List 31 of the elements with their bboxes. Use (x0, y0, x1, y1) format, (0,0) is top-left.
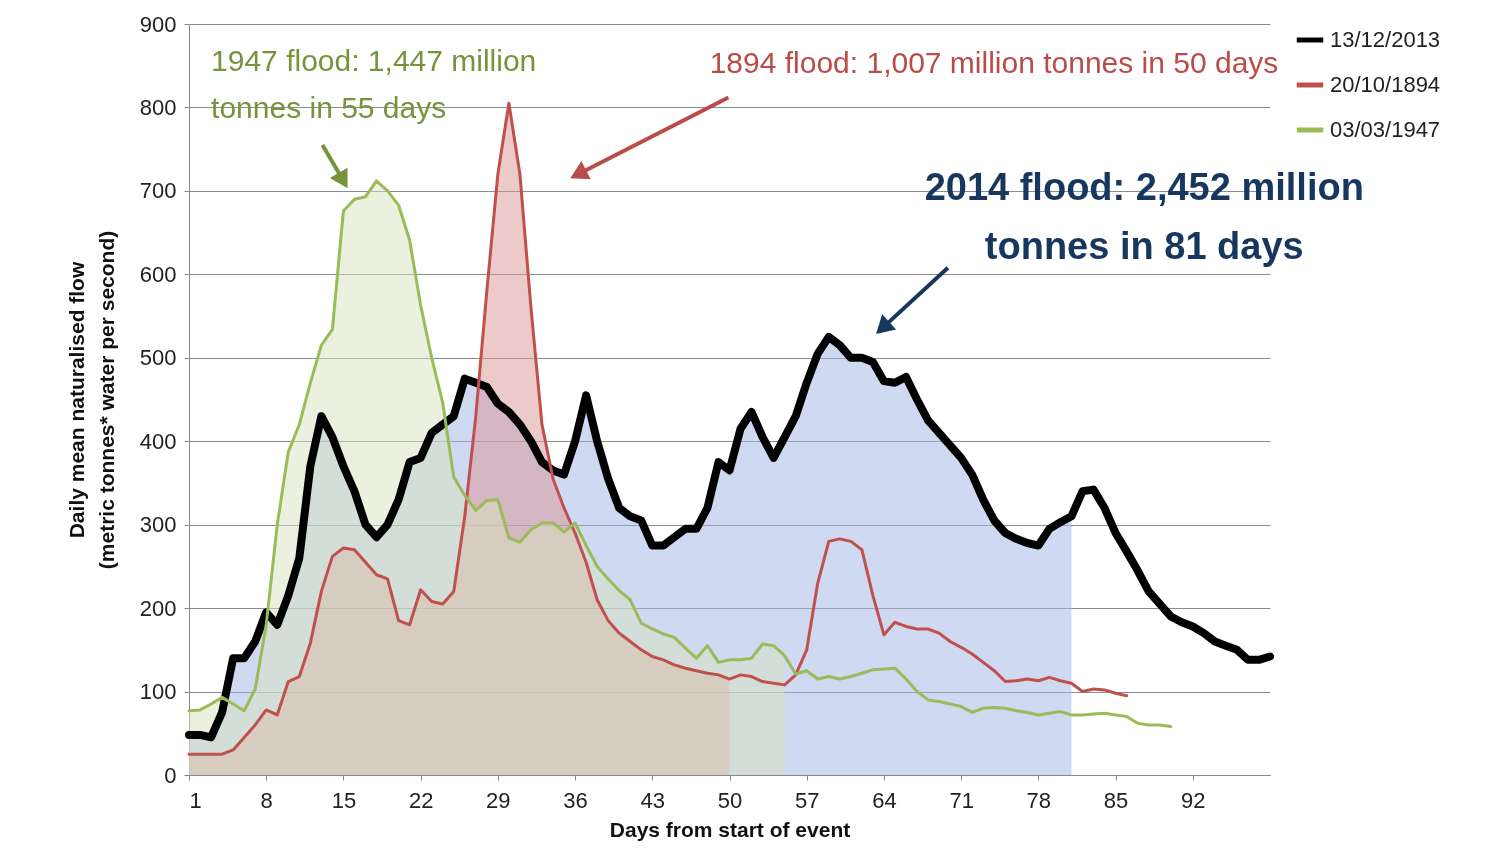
y-tick-label: 600 (139, 261, 177, 287)
y-tick-label: 200 (139, 595, 177, 621)
x-tick-label: 64 (872, 787, 897, 813)
x-tick-label: 43 (640, 787, 666, 813)
y-tick-label: 800 (139, 94, 177, 120)
x-tick-label: 71 (949, 787, 974, 813)
y-tick-label: 0 (164, 762, 177, 788)
y-axis-title: Daily mean naturalised flow (metric tonnes* water per second) (64, 230, 118, 570)
x-tick-label: 1 (189, 787, 202, 813)
y-tick-label: 900 (139, 11, 177, 37)
y-tick-label: 300 (139, 512, 177, 538)
x-tick-label: 15 (331, 787, 357, 813)
x-tick-label: 8 (260, 787, 273, 813)
legend-label: 03/03/1947 (1330, 117, 1441, 142)
y-tick-label: 400 (139, 428, 177, 454)
x-tick-label: 36 (563, 787, 588, 813)
y-tick-label: 100 (139, 679, 177, 705)
y-tick-label: 500 (139, 345, 177, 371)
annotation: 1894 flood: 1,007 million tonnes in 50 days (709, 46, 1279, 80)
x-tick-label: 50 (717, 787, 743, 813)
y-tick-label: 700 (139, 178, 177, 204)
x-tick-label: 57 (794, 787, 820, 813)
annotation: 2014 flood: 2,452 million tonnes in 81 days (924, 166, 1364, 267)
legend-label: 20/10/1894 (1330, 72, 1441, 97)
x-axis-title: Days from start of event (609, 817, 851, 841)
x-tick-label: 78 (1026, 787, 1052, 813)
x-tick-label: 92 (1181, 787, 1206, 813)
x-tick-label: 85 (1103, 787, 1129, 813)
x-tick-label: 29 (486, 787, 511, 813)
legend-label: 13/12/2013 (1330, 27, 1441, 52)
x-tick-label: 22 (408, 787, 434, 813)
